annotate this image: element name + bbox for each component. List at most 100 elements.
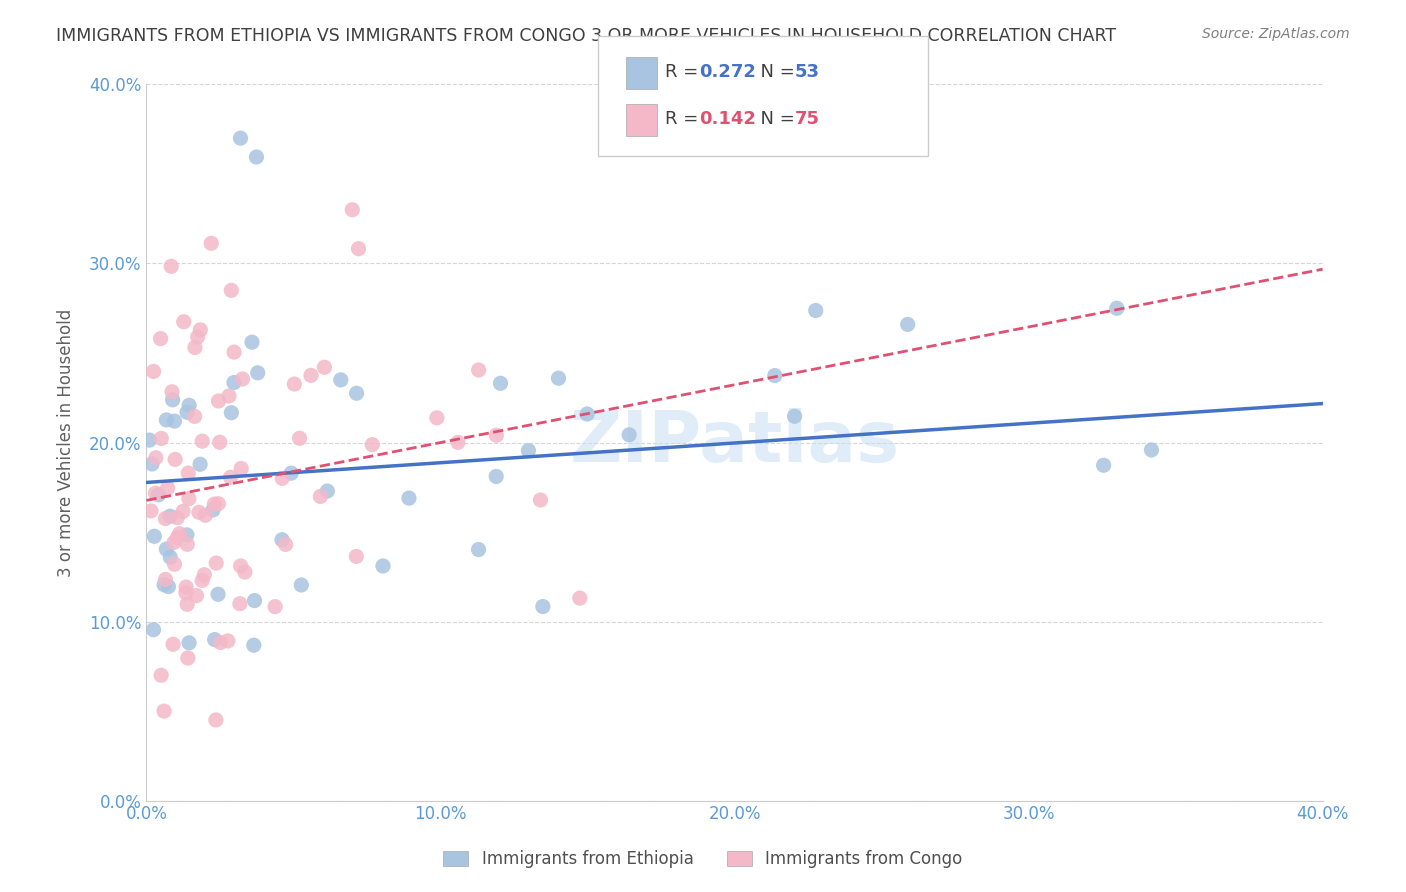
Point — [173, 315, 195, 329]
Point — [141, 457, 163, 471]
Text: IMMIGRANTS FROM ETHIOPIA VS IMMIGRANTS FROM CONGO 3 OR MORE VEHICLES IN HOUSEHOL: IMMIGRANTS FROM ETHIOPIA VS IMMIGRANTS F… — [56, 27, 1116, 45]
Point — [467, 542, 489, 557]
Point — [547, 371, 569, 385]
Text: N =: N = — [749, 111, 801, 128]
Point — [155, 413, 177, 427]
Point — [222, 376, 245, 390]
Point — [342, 202, 364, 217]
Point — [159, 550, 181, 565]
Point — [783, 409, 806, 424]
Point — [169, 526, 191, 541]
Point — [529, 493, 551, 508]
Point — [229, 131, 252, 145]
Point — [205, 556, 228, 570]
Point — [361, 437, 384, 451]
Point — [763, 368, 786, 383]
Point — [142, 364, 165, 378]
Point — [207, 393, 229, 408]
Point — [274, 537, 297, 551]
Point — [245, 150, 267, 164]
Point — [177, 636, 200, 650]
Point — [288, 431, 311, 445]
Point — [177, 651, 200, 665]
Point — [207, 587, 229, 601]
Point — [149, 332, 172, 346]
Point — [576, 407, 599, 421]
Point — [160, 260, 183, 274]
Point — [398, 491, 420, 505]
Point — [166, 531, 188, 545]
Point — [155, 542, 177, 557]
Point — [166, 510, 188, 524]
Point — [159, 509, 181, 524]
Point — [221, 406, 243, 420]
Point — [202, 497, 225, 511]
Point — [231, 372, 253, 386]
Point — [183, 409, 205, 424]
Point — [157, 580, 180, 594]
Point — [344, 549, 367, 564]
Point — [290, 578, 312, 592]
Text: 53: 53 — [794, 63, 820, 81]
Point — [222, 345, 245, 359]
Point — [804, 303, 827, 318]
Point — [1092, 458, 1115, 473]
Point — [194, 508, 217, 523]
Point — [191, 434, 214, 449]
Point — [150, 668, 173, 682]
Point — [316, 484, 339, 499]
Point — [271, 471, 294, 485]
Point — [283, 377, 305, 392]
Point — [447, 435, 470, 450]
Point — [201, 503, 224, 517]
Point — [517, 443, 540, 458]
Point — [240, 335, 263, 350]
Point — [160, 384, 183, 399]
Text: Source: ZipAtlas.com: Source: ZipAtlas.com — [1202, 27, 1350, 41]
Point — [309, 490, 332, 504]
Point — [163, 558, 186, 572]
Point — [204, 632, 226, 647]
Point — [174, 586, 197, 600]
Text: R =: R = — [665, 111, 704, 128]
Point — [176, 528, 198, 542]
Point — [280, 466, 302, 480]
Point — [531, 599, 554, 614]
Point — [221, 284, 243, 298]
Point — [467, 363, 489, 377]
Text: 75: 75 — [794, 111, 820, 128]
Y-axis label: 3 or more Vehicles in Household: 3 or more Vehicles in Household — [58, 309, 75, 576]
Point — [188, 323, 211, 337]
Point — [172, 504, 194, 518]
Point — [897, 318, 920, 332]
Point — [346, 386, 368, 401]
Point — [153, 578, 176, 592]
Point — [148, 488, 170, 502]
Point — [489, 376, 512, 391]
Text: 0.272: 0.272 — [699, 63, 755, 81]
Point — [231, 461, 253, 475]
Text: R =: R = — [665, 63, 704, 81]
Point — [176, 597, 198, 611]
Point — [617, 427, 640, 442]
Point — [193, 567, 215, 582]
Point — [177, 491, 200, 506]
Point — [179, 398, 201, 412]
Point — [162, 637, 184, 651]
Point — [200, 236, 222, 251]
Text: 0.142: 0.142 — [699, 111, 755, 128]
Point — [153, 704, 176, 718]
Point — [139, 504, 162, 518]
Point — [217, 634, 239, 648]
Point — [143, 529, 166, 543]
Point — [207, 497, 229, 511]
Point — [155, 511, 177, 525]
Point — [1140, 442, 1163, 457]
Point — [485, 469, 508, 483]
Point — [347, 242, 370, 256]
Point — [177, 466, 200, 480]
Point — [163, 414, 186, 428]
Point — [218, 389, 240, 403]
Text: N =: N = — [749, 63, 801, 81]
Point — [145, 450, 167, 465]
